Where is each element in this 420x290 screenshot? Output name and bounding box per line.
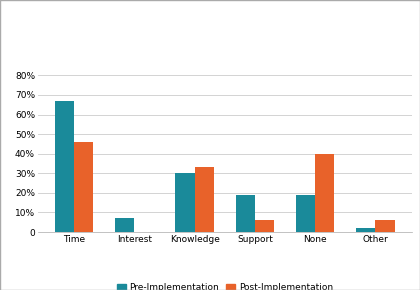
Bar (375, 220, 395, 232)
Bar (296, 195, 315, 232)
Bar (356, 228, 375, 232)
Bar (115, 218, 134, 232)
Bar (74, 142, 93, 232)
Bar (236, 195, 255, 232)
Bar (315, 154, 334, 232)
Legend: Pre-Implementation, Post-Implementation: Pre-Implementation, Post-Implementation (116, 284, 333, 290)
Text: Practice: Practice (10, 40, 61, 50)
Text: Figure 2. Provider Perceived Barriers for Applying Evidence-Based: Figure 2. Provider Perceived Barriers fo… (10, 13, 420, 23)
Bar (175, 173, 194, 232)
Bar (194, 167, 214, 232)
Bar (255, 220, 274, 232)
Bar (55, 101, 74, 232)
